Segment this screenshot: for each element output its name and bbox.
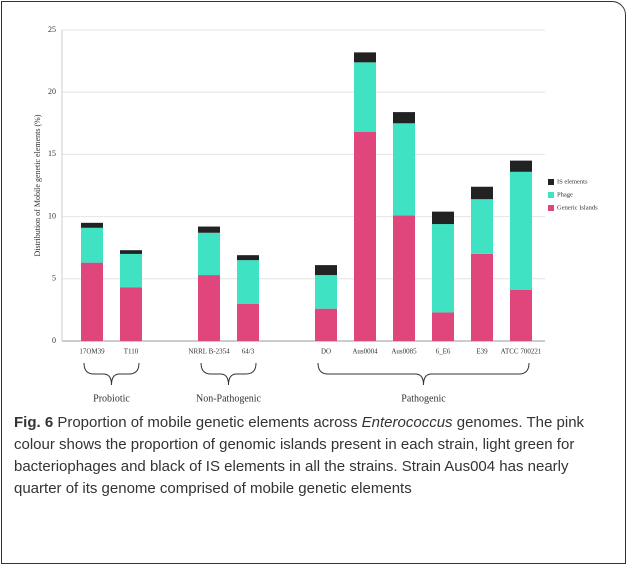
x-tick-label: DO xyxy=(321,348,331,356)
bar-segment xyxy=(510,289,532,341)
figure-caption: Fig. 6 Proportion of mobile genetic elem… xyxy=(14,412,614,500)
bar-segment xyxy=(81,262,103,341)
legend-label: Phage xyxy=(557,191,573,198)
bar-segment xyxy=(237,255,259,261)
bar-segment xyxy=(393,112,415,124)
bar-segment xyxy=(510,160,532,172)
bar-segment xyxy=(432,211,454,225)
x-tick-label: Aus0004 xyxy=(352,348,378,356)
bar-segment xyxy=(120,253,142,288)
y-tick-label: 5 xyxy=(52,274,56,283)
x-tick-label: ATCC 700221 xyxy=(501,348,542,356)
x-tick-label: 64/3 xyxy=(242,348,255,356)
bar-segment xyxy=(510,171,532,290)
y-tick-label: 0 xyxy=(52,336,56,345)
group-brace xyxy=(317,362,530,386)
chart: 0 5 10 15 20 25 Distribution of Mobile genetic… xyxy=(33,25,598,404)
legend-label: Generic Islands xyxy=(557,204,598,211)
x-tick-label: Aus0085 xyxy=(391,348,417,356)
y-tick-label: 20 xyxy=(48,87,56,96)
group-label: Pathogenic xyxy=(401,393,446,404)
bar-segment xyxy=(432,312,454,341)
bar-segment xyxy=(198,232,220,276)
bar-segment xyxy=(81,222,103,228)
y-axis-label: Distribution of Mobile genetic elements … xyxy=(33,114,42,256)
legend-swatch xyxy=(548,192,554,198)
y-tick-label: 10 xyxy=(48,211,56,220)
group-label: Non-Pathogenic xyxy=(196,393,262,404)
bar-segment xyxy=(432,224,454,313)
bar-segment xyxy=(354,52,376,63)
bar-segment xyxy=(471,186,493,200)
x-tick-label: T110 xyxy=(124,348,139,356)
bar-segment xyxy=(237,260,259,304)
group-brace xyxy=(83,362,140,386)
x-tick-label: 17OM39 xyxy=(79,348,105,356)
legend-swatch xyxy=(548,179,554,185)
caption-text: genomes. The pink colour shows the propo… xyxy=(14,414,585,497)
legend-label: IS elements xyxy=(557,178,588,185)
group-label: Probiotic xyxy=(93,393,130,404)
bar-segment xyxy=(81,227,103,263)
caption-text: Proportion of mobile genetic elements ac… xyxy=(53,414,362,431)
bar-segment xyxy=(120,287,142,341)
x-tick-label: E39 xyxy=(476,348,488,356)
figure-frame xyxy=(1,1,626,564)
bar-segment xyxy=(393,215,415,341)
caption-label: Fig. 6 xyxy=(14,414,54,431)
bar-segment xyxy=(471,199,493,254)
bar-segment xyxy=(471,253,493,341)
bar-segment xyxy=(393,123,415,216)
bar-segment xyxy=(354,132,376,341)
legend-swatch xyxy=(548,205,554,211)
x-tick-label: 6_E6 xyxy=(436,348,451,356)
bar-segment xyxy=(354,62,376,133)
bar-segment xyxy=(315,265,337,276)
bar-segment xyxy=(198,275,220,341)
y-tick-label: 15 xyxy=(48,149,56,158)
x-tick-label: NRRL B-2354 xyxy=(188,348,230,356)
bar-segment xyxy=(315,275,337,309)
y-tick-label: 25 xyxy=(48,25,56,34)
bar-segment xyxy=(198,226,220,233)
bar-segment xyxy=(120,250,142,254)
caption-italic: Enterococcus xyxy=(361,414,453,431)
group-brace xyxy=(200,362,257,386)
bar-segment xyxy=(315,308,337,341)
bar-segment xyxy=(237,303,259,341)
